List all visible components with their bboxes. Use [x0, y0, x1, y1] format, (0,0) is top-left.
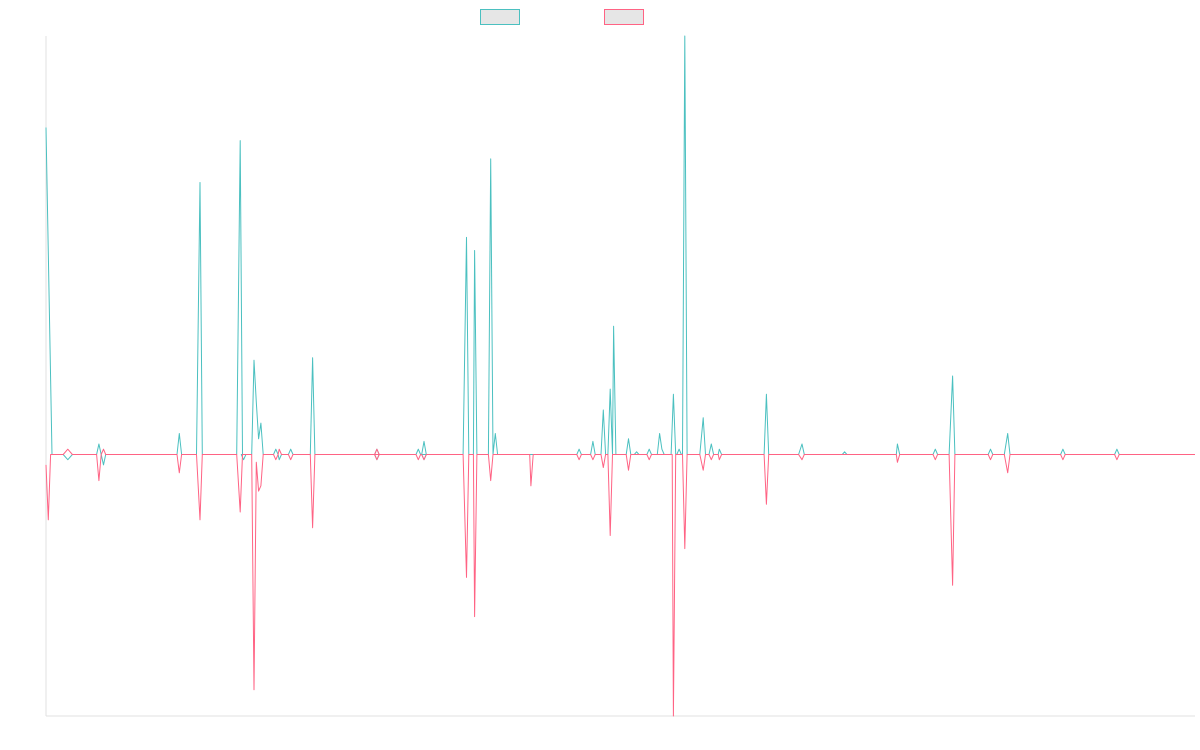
- legend-swatch-series-1: [480, 9, 520, 25]
- series-line-1: [45, 35, 1195, 466]
- legend-item-series-2[interactable]: [604, 9, 650, 25]
- legend: [0, 9, 1200, 27]
- legend-swatch-series-2: [604, 9, 644, 25]
- series-line-2: [45, 448, 1195, 717]
- legend-item-series-1[interactable]: [480, 9, 526, 25]
